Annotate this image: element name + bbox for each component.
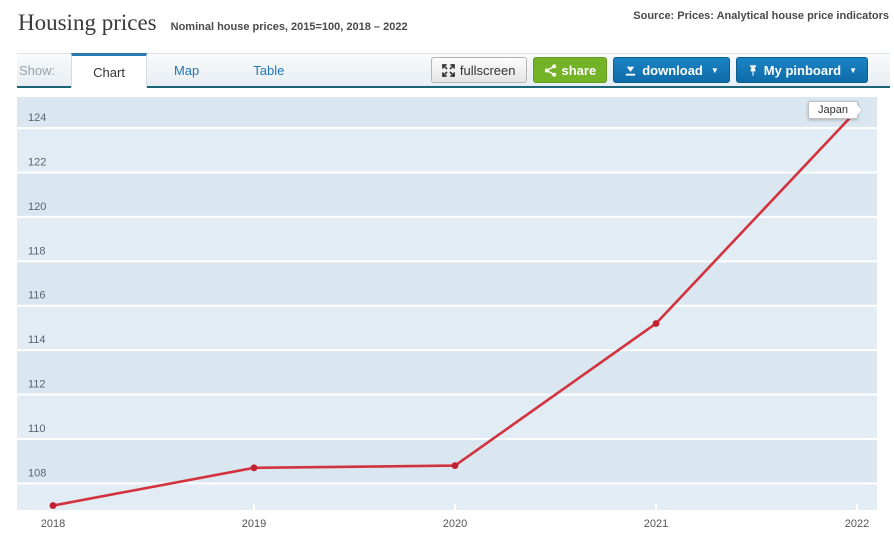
x-tick-label: 2020 [443, 518, 467, 530]
plot-band [17, 350, 877, 395]
share-icon [544, 63, 557, 77]
pinboard-caret-icon: ▼ [849, 65, 857, 75]
y-tick-label: 120 [28, 201, 46, 213]
tab-map-label: Map [173, 62, 200, 78]
data-point [652, 320, 660, 327]
source-note: Source: Prices: Analytical house price i… [633, 10, 889, 22]
my-pinboard-button[interactable]: My pinboard ▼ [735, 57, 868, 83]
tab-table-label: Table [253, 62, 285, 78]
plot-band [17, 261, 877, 306]
plot-band [17, 394, 877, 439]
tab-table[interactable]: Table [226, 54, 311, 86]
y-tick-label: 116 [28, 290, 46, 302]
plot-band [17, 483, 877, 510]
share-label: share [561, 62, 597, 78]
x-tick-label: 2021 [644, 518, 668, 530]
line-chart[interactable]: 124 122 120 118 116 114 112 110 108 2018 2019 2020 2… [17, 97, 877, 535]
tab-chart-label: Chart [93, 64, 125, 80]
chart-widget: Show: Chart Map Table fullscreen [17, 53, 890, 540]
page-title: Housing prices [18, 10, 157, 35]
y-tick-label: 118 [28, 245, 46, 257]
plot-band [17, 438, 877, 484]
y-tick-label: 114 [28, 334, 46, 346]
fullscreen-label: fullscreen [459, 62, 516, 78]
data-point [451, 462, 459, 469]
download-caret-icon: ▼ [710, 65, 719, 75]
plot-band [17, 216, 877, 262]
x-tick-mark [454, 504, 456, 510]
y-tick-label: 110 [28, 423, 46, 435]
pin-icon [747, 64, 759, 77]
chart-area: 124 122 120 118 116 114 112 110 108 2018 2019 2020 2… [17, 88, 890, 540]
download-label: download [642, 62, 703, 78]
series-label-tooltip: Japan [808, 101, 858, 120]
toolbar: fullscreen share download ▼ [430, 54, 868, 86]
y-tick-label: 108 [28, 467, 46, 479]
tab-map[interactable]: Map [147, 54, 226, 86]
share-button[interactable]: share [532, 57, 608, 83]
tab-chart[interactable]: Chart [71, 53, 147, 88]
pinboard-label: My pinboard [763, 62, 842, 78]
x-tick-mark [253, 504, 255, 510]
download-icon [624, 64, 637, 77]
plot-band [17, 128, 877, 173]
plot-band [17, 305, 877, 351]
data-point [250, 464, 258, 472]
plot-band [17, 97, 877, 129]
tab-bar: Show: Chart Map Table fullscreen [17, 53, 890, 88]
download-button[interactable]: download ▼ [613, 57, 730, 83]
x-tick-mark [856, 504, 858, 510]
series-name: Japan [818, 104, 848, 117]
x-tick-label: 2018 [41, 518, 65, 530]
y-tick-label: 122 [28, 156, 46, 168]
fullscreen-button[interactable]: fullscreen [430, 57, 527, 83]
y-tick-label: 124 [28, 112, 46, 124]
x-tick-label: 2019 [242, 518, 266, 530]
data-point [49, 502, 57, 509]
y-tick-label: 112 [28, 379, 46, 391]
show-label: Show: [19, 62, 56, 78]
header: Housing prices Nominal house prices, 201… [0, 0, 894, 53]
fullscreen-icon [441, 63, 455, 77]
page-subtitle: Nominal house prices, 2015=100, 2018 – 2… [170, 21, 408, 33]
plot-band [17, 172, 877, 217]
x-tick-label: 2022 [845, 518, 869, 530]
x-tick-mark [655, 504, 657, 510]
